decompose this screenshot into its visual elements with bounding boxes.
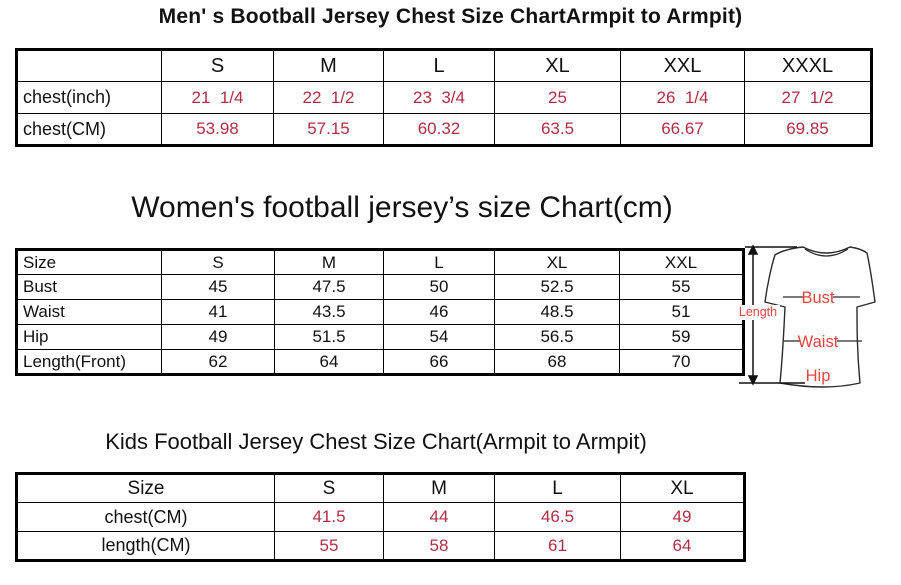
cell-value: 64 xyxy=(620,531,745,561)
column-header-xl: XL xyxy=(494,49,621,82)
kids-size-table: Size S M L XL chest(CM) 41.5 44 46.5 49 … xyxy=(15,472,746,562)
bust-label: Bust xyxy=(801,289,834,307)
cell-value: 68 xyxy=(494,349,620,375)
column-header-xxxl: XXXL xyxy=(744,49,872,82)
cell-value: 22 1/2 xyxy=(273,81,384,114)
kids-chest-row: chest(CM) 41.5 44 46.5 49 xyxy=(16,502,745,532)
waist-label: Waist xyxy=(798,333,839,351)
womens-length-row: Length(Front) 62 64 66 68 70 xyxy=(16,349,744,375)
cell-value: 55 xyxy=(619,274,744,300)
cell-value: 70 xyxy=(619,349,744,375)
collar-band-line xyxy=(804,248,849,257)
column-header-l: L xyxy=(383,49,495,82)
womens-bust-row: Bust 45 47.5 50 52.5 55 xyxy=(16,274,744,300)
cell-value: 62 xyxy=(161,349,275,375)
cell-value: 63.5 xyxy=(494,113,621,146)
corner-cell xyxy=(16,49,162,82)
cell-value: 61 xyxy=(494,531,621,561)
cell-value: 53.98 xyxy=(161,113,274,146)
row-label: Waist xyxy=(16,299,162,325)
cell-value: 66 xyxy=(383,349,495,375)
column-header-l: L xyxy=(494,473,621,503)
cell-value: 55 xyxy=(274,531,384,561)
kids-chart-title: Kids Football Jersey Chest Size Chart(Ar… xyxy=(105,429,647,454)
row-label: chest(CM) xyxy=(16,113,162,146)
column-header-m: M xyxy=(274,249,384,275)
hip-label: Hip xyxy=(806,367,831,385)
mens-header-row: S M L XL XXL XXXL xyxy=(16,49,872,82)
row-label: Hip xyxy=(16,324,162,350)
row-label: chest(inch) xyxy=(16,81,162,114)
column-header-l: L xyxy=(383,249,495,275)
column-header-xxl: XXL xyxy=(620,49,745,82)
cell-value: 51.5 xyxy=(274,324,384,350)
cell-value: 64 xyxy=(274,349,384,375)
womens-waist-row: Waist 41 43.5 46 48.5 51 xyxy=(16,299,744,325)
cell-value: 50 xyxy=(383,274,495,300)
length-arrowhead-top xyxy=(747,244,759,255)
cell-value: 21 1/4 xyxy=(161,81,274,114)
cell-value: 43.5 xyxy=(274,299,384,325)
column-header-xl: XL xyxy=(620,473,745,503)
cell-value: 49 xyxy=(620,502,745,532)
womens-header-row: Size S M L XL XXL xyxy=(16,249,744,275)
kids-header-row: Size S M L XL xyxy=(16,473,745,503)
womens-hip-row: Hip 49 51.5 54 56.5 59 xyxy=(16,324,744,350)
mens-chest-inch-row: chest(inch) 21 1/4 22 1/2 23 3/4 25 26 1… xyxy=(16,81,872,114)
column-header-m: M xyxy=(273,49,384,82)
cell-value: 25 xyxy=(494,81,621,114)
row-label: Length(Front) xyxy=(16,349,162,375)
cell-value: 23 3/4 xyxy=(383,81,495,114)
row-label-size: Size xyxy=(16,249,162,275)
cell-value: 69.85 xyxy=(744,113,872,146)
cell-value: 66.67 xyxy=(620,113,745,146)
column-header-s: S xyxy=(161,49,274,82)
cell-value: 56.5 xyxy=(494,324,620,350)
length-label: Length xyxy=(739,305,777,319)
tshirt-measurement-diagram: Bust Waist Hip Length xyxy=(733,237,901,392)
kids-length-row: length(CM) 55 58 61 64 xyxy=(16,531,745,561)
cell-value: 41.5 xyxy=(274,502,384,532)
column-header-size: Size xyxy=(16,473,275,503)
cell-value: 51 xyxy=(619,299,744,325)
column-header-s: S xyxy=(274,473,384,503)
tshirt-icon: Bust Waist Hip Length xyxy=(736,244,876,388)
cell-value: 47.5 xyxy=(274,274,384,300)
cell-value: 46 xyxy=(383,299,495,325)
cell-value: 48.5 xyxy=(494,299,620,325)
column-header-xxl: XXL xyxy=(619,249,744,275)
row-label: chest(CM) xyxy=(16,502,275,532)
mens-size-table: S M L XL XXL XXXL chest(inch) 21 1/4 22 … xyxy=(15,48,873,147)
row-label: length(CM) xyxy=(16,531,275,561)
cell-value: 46.5 xyxy=(494,502,621,532)
column-header-m: M xyxy=(383,473,495,503)
cell-value: 49 xyxy=(161,324,275,350)
cell-value: 26 1/4 xyxy=(620,81,745,114)
column-header-xl: XL xyxy=(494,249,620,275)
cell-value: 45 xyxy=(161,274,275,300)
cell-value: 57.15 xyxy=(273,113,384,146)
womens-size-table: Size S M L XL XXL Bust 45 47.5 50 52.5 5… xyxy=(15,248,745,376)
row-label: Bust xyxy=(16,274,162,300)
cell-value: 41 xyxy=(161,299,275,325)
column-header-s: S xyxy=(161,249,275,275)
length-label-bg xyxy=(736,305,780,320)
cell-value: 44 xyxy=(383,502,495,532)
tshirt-outline xyxy=(764,246,876,388)
mens-chart-title: Men' s Bootball Jersey Chest Size ChartA… xyxy=(158,5,743,28)
womens-chart-title: Women's football jersey’s size Chart(cm) xyxy=(131,191,673,224)
cell-value: 52.5 xyxy=(494,274,620,300)
cell-value: 58 xyxy=(383,531,495,561)
cell-value: 60.32 xyxy=(383,113,495,146)
length-arrowhead-bottom xyxy=(747,375,759,386)
cell-value: 54 xyxy=(383,324,495,350)
mens-chest-cm-row: chest(CM) 53.98 57.15 60.32 63.5 66.67 6… xyxy=(16,113,872,146)
cell-value: 59 xyxy=(619,324,744,350)
cell-value: 27 1/2 xyxy=(744,81,872,114)
